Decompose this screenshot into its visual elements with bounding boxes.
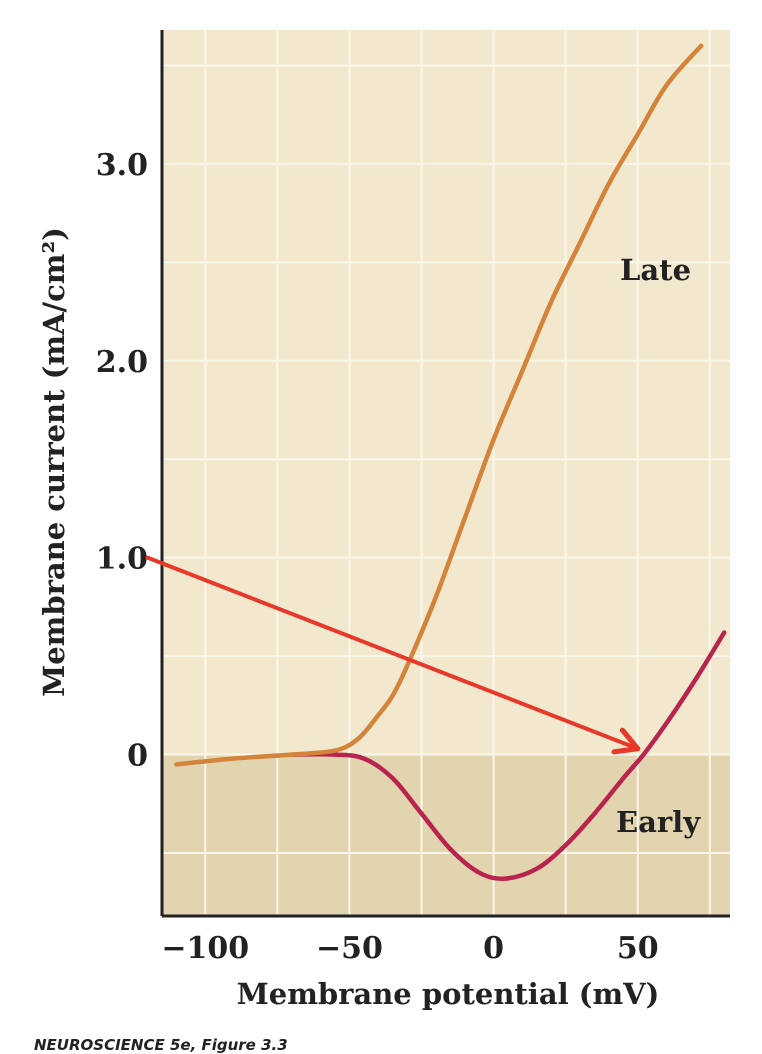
plot-background [162,30,730,916]
series-lines [174,43,727,881]
series-label-early: Early [616,805,701,839]
figure-caption: NEUROSCIENCE 5e, Figure 3.3 [34,1036,288,1054]
series-label-late: Late [620,253,691,287]
y-tick-label: 3.0 [96,148,148,183]
series-line-early [289,630,727,881]
annotation-arrow-group [145,555,638,749]
x-tick-label: 50 [617,931,659,966]
y-tick-label: 0 [127,739,148,774]
grid-lines [162,30,730,916]
y-axis-title: Membrane current (mA/cm²) [37,227,71,697]
y-tick-label: 2.0 [96,345,148,380]
background-positive-region [162,30,730,755]
series-line-late [174,43,704,767]
annotation-arrow [145,555,638,749]
axes [160,30,730,918]
y-tick-label: 1.0 [96,542,148,577]
x-tick-label: −50 [316,931,383,966]
x-tick-label: 0 [483,931,504,966]
background-negative-region [162,754,730,916]
tick-labels: −100 −50 0 50 0 1.0 2.0 3.0 [96,148,659,966]
x-axis-title: Membrane potential (mV) [237,977,660,1011]
x-tick-label: −100 [161,931,249,966]
